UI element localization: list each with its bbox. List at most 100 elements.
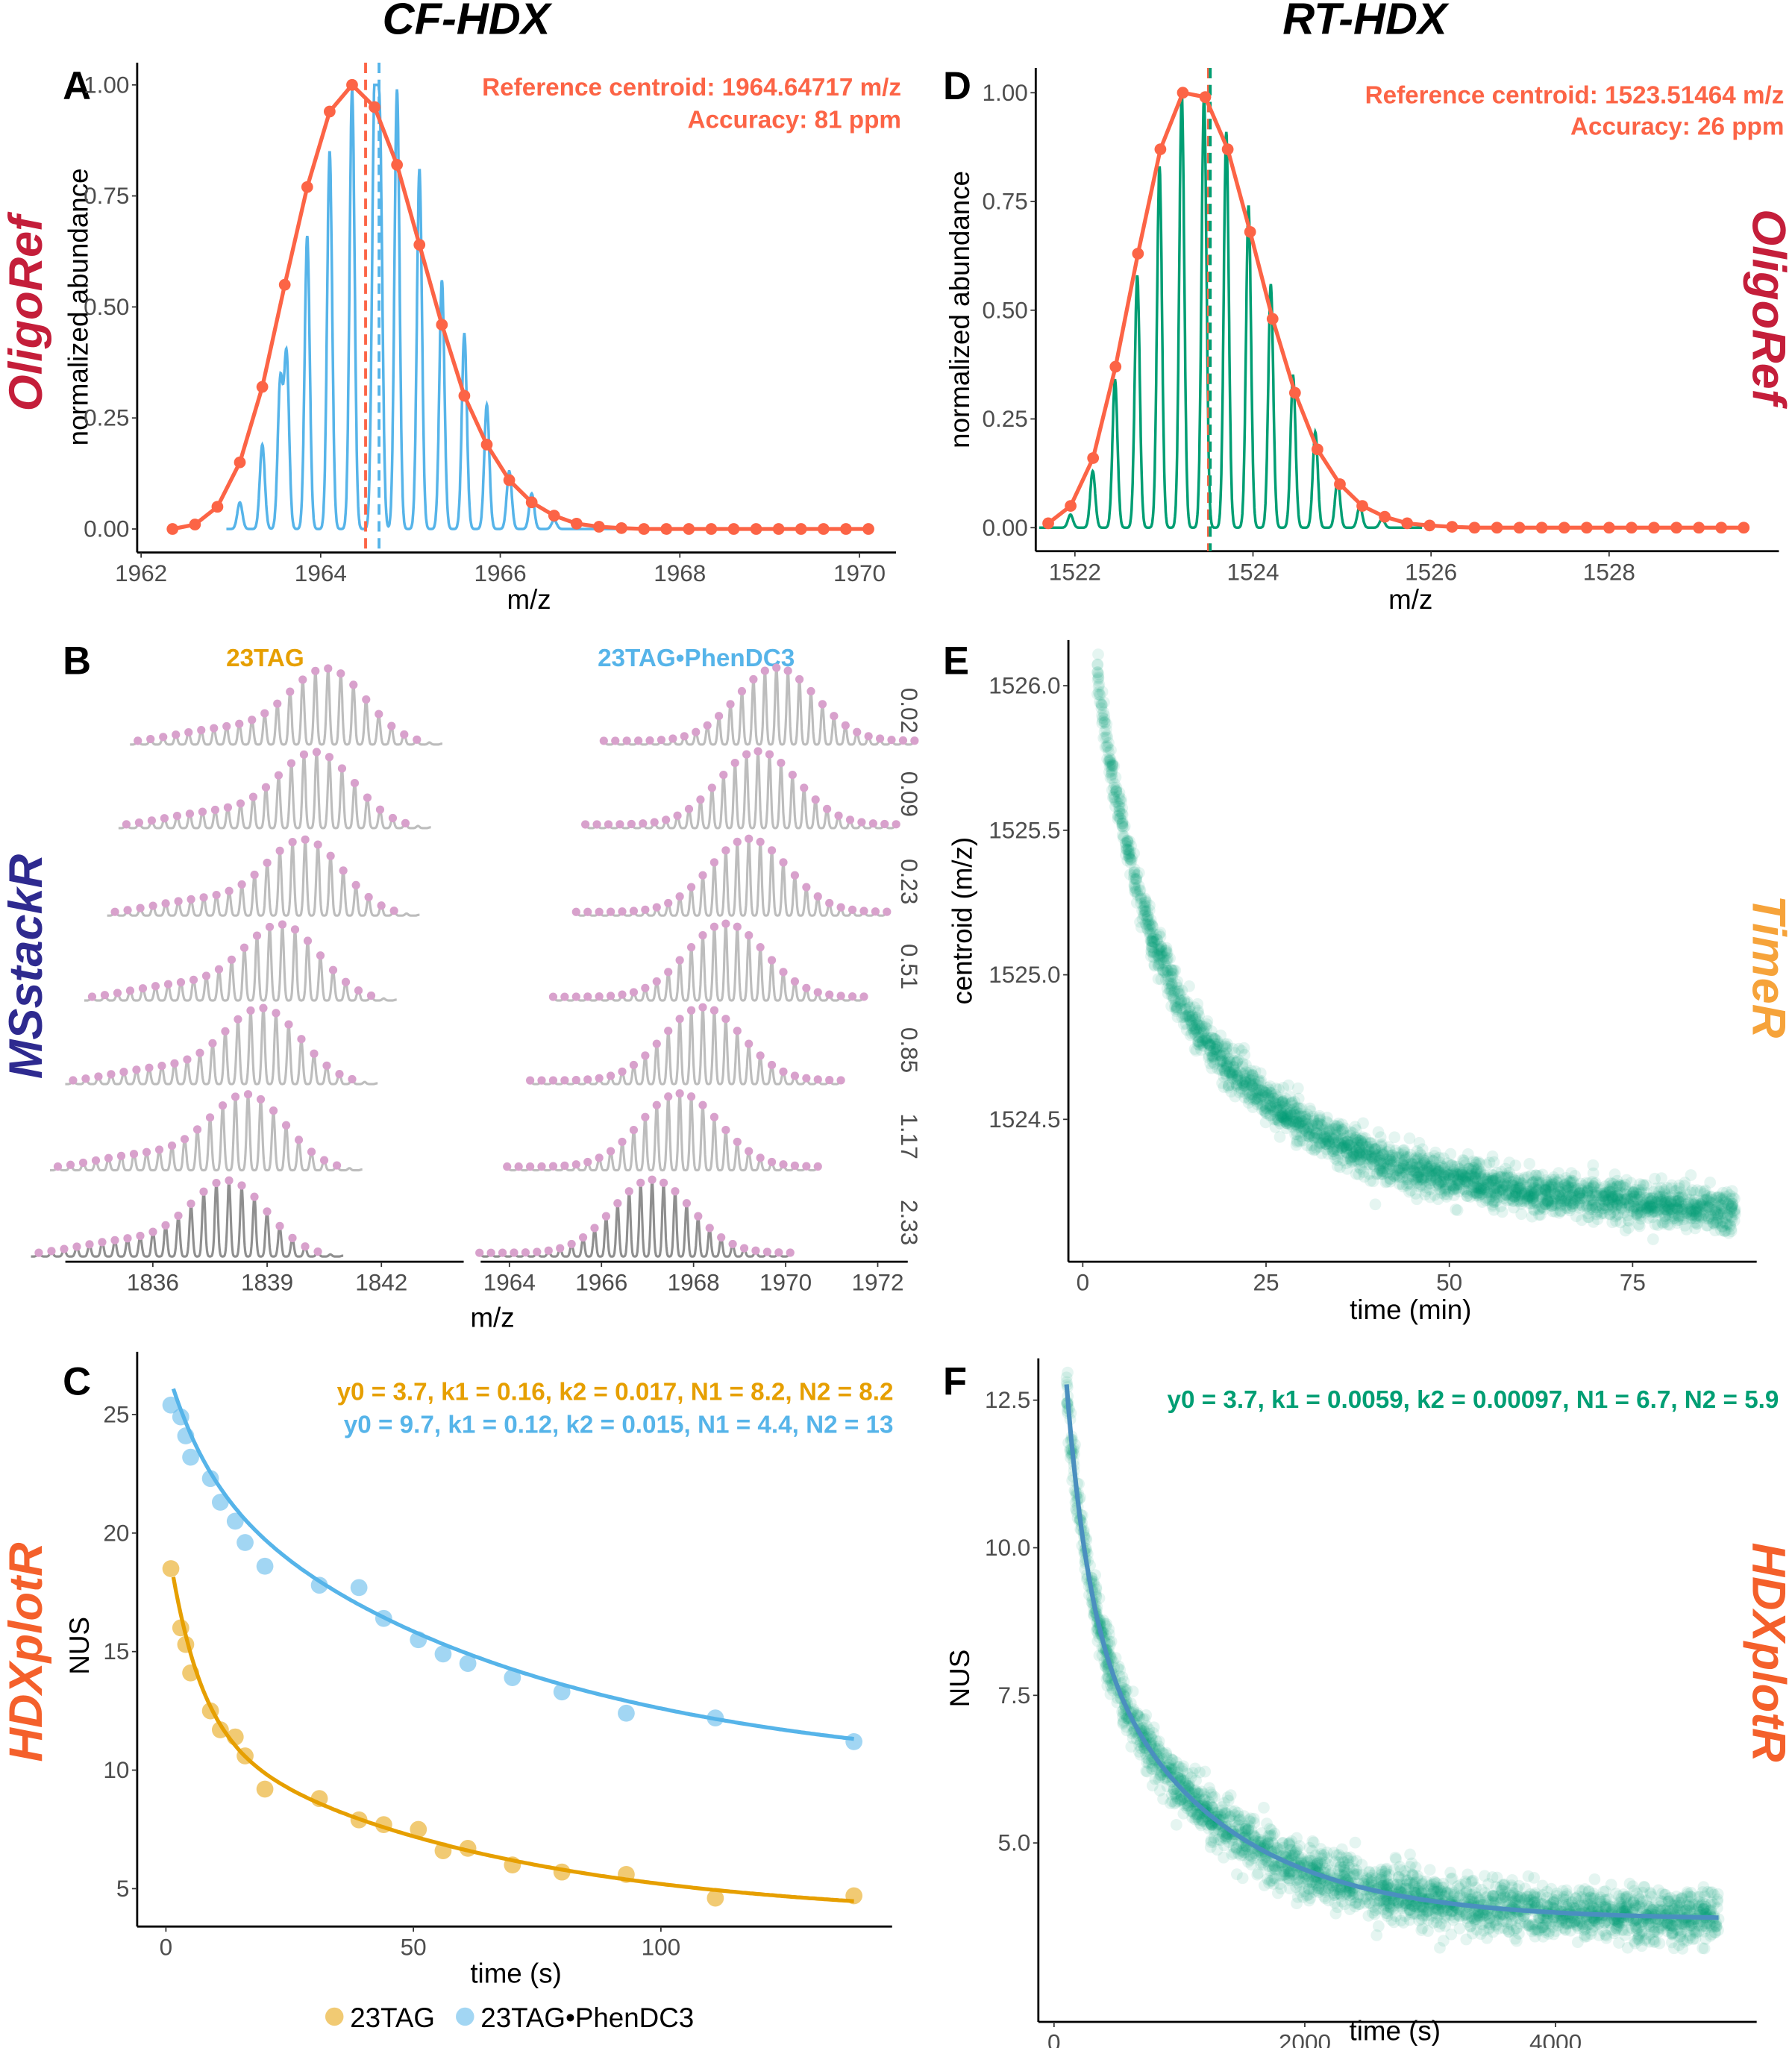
- data-point: [1554, 1186, 1567, 1198]
- data-point: [1452, 1174, 1464, 1187]
- stacked-centroid-point: [336, 669, 345, 678]
- data-point: [1709, 1206, 1722, 1218]
- data-point: [1397, 1159, 1410, 1171]
- data-point: [1385, 1155, 1397, 1168]
- stacked-centroid-point: [721, 1125, 730, 1135]
- stacked-centroid-point: [606, 1071, 615, 1080]
- data-point: [1676, 1206, 1688, 1218]
- data-point: [1699, 1200, 1711, 1213]
- axis-title-y-f: NUS: [944, 1650, 975, 1708]
- chart-b: 1836 1839 1842 1964 1966 1968 1970 19720.020.09…: [31, 663, 923, 1296]
- data-point: [1162, 974, 1174, 986]
- data-point: [1294, 1107, 1306, 1120]
- data-point: [1450, 1167, 1462, 1180]
- data-point: [1416, 1159, 1428, 1172]
- stacked-centroid-point: [256, 1095, 266, 1104]
- data-point: [1694, 1198, 1706, 1210]
- data-point: [1590, 1201, 1603, 1214]
- y-tick-label: 5: [116, 1875, 130, 1902]
- data-point: [1536, 1191, 1549, 1203]
- stacked-centroid-point: [823, 804, 832, 813]
- stacked-centroid-point: [652, 1039, 661, 1048]
- data-point: [1190, 1045, 1203, 1057]
- data-point: [1285, 1096, 1298, 1109]
- fit-label-23tag: y0 = 3.7, k1 = 0.16, k2 = 0.017, N1 = 8.…: [337, 1379, 894, 1406]
- data-point: [1725, 1223, 1738, 1236]
- data-point: [1139, 905, 1152, 918]
- data-point: [1715, 1202, 1728, 1215]
- data-point: [1699, 1193, 1712, 1206]
- data-point: [1091, 666, 1104, 679]
- data-point: [1597, 1190, 1609, 1203]
- fit-line: [171, 1388, 855, 1741]
- data-point: [1415, 1173, 1428, 1186]
- data-point: [1159, 974, 1172, 986]
- data-point: [1260, 1102, 1273, 1115]
- data-point: [1573, 1189, 1585, 1200]
- data-point: [1660, 1196, 1673, 1208]
- stacked-centroid-point: [707, 783, 716, 792]
- data-point: [1656, 1216, 1668, 1229]
- data-point: [1296, 1110, 1309, 1123]
- stacked-centroid-point: [87, 992, 97, 1001]
- data-point: [1115, 795, 1127, 808]
- stacked-centroid-point: [303, 936, 313, 945]
- data-point: [1462, 1187, 1474, 1199]
- data-point: [1582, 1194, 1594, 1207]
- stacked-centroid-point: [278, 920, 287, 929]
- stacked-centroid-point: [705, 1224, 714, 1233]
- data-point: [1725, 1203, 1738, 1215]
- data-point: [1191, 1022, 1203, 1035]
- x-tick-label: 2000: [1279, 2029, 1331, 2048]
- data-point: [1535, 1200, 1548, 1213]
- data-point: [1099, 731, 1112, 744]
- stacked-centroid-point: [836, 1076, 845, 1085]
- time-row-label: 0.85: [896, 1027, 923, 1073]
- stacked-centroid-point: [686, 1092, 696, 1101]
- data-point: [1570, 1191, 1583, 1203]
- stacked-centroid-point: [629, 906, 639, 915]
- tool-label-hdxplotr-left: HDXplotR: [0, 1542, 52, 1762]
- stacked-centroid-point: [767, 1060, 777, 1070]
- data-point: [1611, 1180, 1623, 1193]
- stacked-centroid-point: [174, 897, 183, 906]
- data-point: [1309, 1132, 1320, 1144]
- data-point: [1276, 1095, 1289, 1108]
- reference-point: [1356, 500, 1368, 512]
- data-point: [1326, 1123, 1339, 1135]
- data-point: [1649, 1205, 1661, 1218]
- data-point: [1161, 946, 1174, 959]
- data-point: [1691, 1206, 1703, 1218]
- data-point: [1264, 1095, 1276, 1107]
- data-point: [1322, 1147, 1334, 1160]
- data-point: [1538, 1182, 1551, 1194]
- data-point: [1204, 1039, 1217, 1051]
- data-point: [1676, 1200, 1689, 1213]
- stacked-spectrum: [550, 923, 865, 1002]
- stacked-centroid-point: [719, 770, 728, 780]
- data-point: [1665, 1182, 1678, 1194]
- data-point: [1438, 1184, 1451, 1196]
- data-point: [1554, 1186, 1566, 1198]
- data-point: [1515, 1189, 1528, 1202]
- data-point: [1490, 1173, 1502, 1185]
- stacked-centroid-point: [183, 1055, 192, 1064]
- data-point: [1706, 1197, 1719, 1209]
- fit-label-f: y0 = 3.7, k1 = 0.0059, k2 = 0.00097, N1 …: [1168, 1386, 1779, 1414]
- data-point: [1530, 1183, 1543, 1194]
- stacked-centroid-point: [698, 871, 707, 880]
- data-point: [1165, 989, 1178, 1002]
- data-point: [1141, 913, 1153, 925]
- data-point: [1310, 1142, 1323, 1154]
- stacked-centroid-point: [324, 664, 333, 673]
- data-point: [1532, 1179, 1545, 1191]
- data-point: [1672, 1194, 1685, 1207]
- y-tick-label: 10: [103, 1756, 129, 1783]
- data-point: [1529, 1186, 1541, 1198]
- data-point: [1562, 1194, 1574, 1206]
- data-point: [1443, 1186, 1456, 1197]
- data-point: [1635, 1183, 1647, 1196]
- data-point: [1635, 1186, 1647, 1199]
- data-point: [1226, 1069, 1238, 1082]
